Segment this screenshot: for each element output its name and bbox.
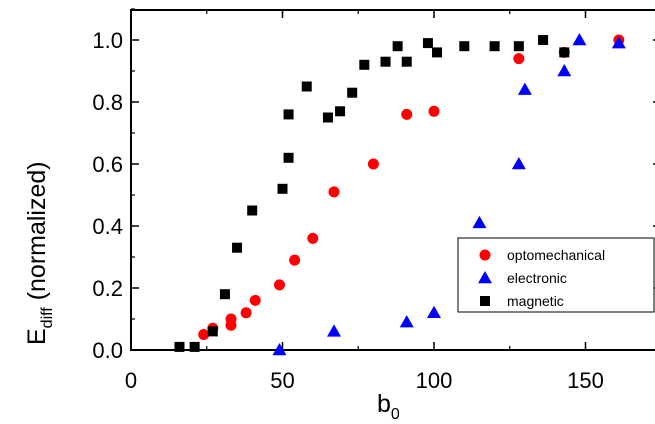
x-axis-title: b0: [377, 390, 400, 423]
plot-frame: [130, 9, 655, 351]
legend-marker-magnetic: [480, 296, 490, 306]
magnetic-point: [392, 41, 403, 52]
optomechanical-point: [513, 53, 525, 65]
optomechanical-point: [367, 158, 379, 170]
y-axis-title: Ediff (normalized): [23, 161, 56, 345]
optomechanical-point: [328, 186, 340, 198]
magnetic-point: [380, 56, 391, 67]
magnetic-point: [283, 152, 294, 163]
electronic-point: [427, 305, 441, 319]
electronic-point: [611, 36, 626, 49]
optomechanical-point: [273, 279, 285, 291]
magnetic-point: [359, 59, 370, 70]
optomechanical-point: [401, 108, 413, 120]
magnetic-point: [459, 41, 470, 52]
x-tick-label: 150: [567, 368, 604, 393]
y-axis-title-rest: (normalized): [23, 161, 51, 307]
optomechanical-point: [225, 313, 237, 325]
magnetic-point: [232, 242, 243, 253]
y-tick-label: 0.4: [92, 214, 123, 239]
optomechanical-point: [428, 105, 440, 117]
y-axis-title-sub: diff: [39, 307, 56, 329]
electronic-point: [517, 82, 532, 95]
legend-marker-electronic: [478, 271, 492, 284]
y-tick-label: 0.8: [92, 90, 123, 115]
legend-box: [457, 237, 655, 313]
x-axis-title-main: b: [377, 390, 391, 418]
magnetic-point: [513, 41, 524, 52]
optomechanical-point: [240, 307, 252, 319]
electronic-point: [557, 64, 572, 77]
optomechanical-point: [198, 329, 210, 340]
electronic-point: [572, 33, 587, 46]
magnetic-point: [174, 341, 185, 352]
magnetic-point: [559, 47, 570, 58]
magnetic-point: [219, 289, 230, 300]
x-tick-label: 0: [125, 368, 137, 393]
magnetic-point: [335, 106, 346, 117]
y-tick-label: 0.2: [92, 276, 123, 301]
magnetic-point: [283, 109, 294, 120]
x-axis-title-sub: 0: [391, 406, 400, 423]
x-tick-label: 50: [270, 368, 294, 393]
magnetic-point: [322, 112, 333, 123]
y-tick-label: 0.6: [92, 152, 123, 177]
magnetic-point: [422, 38, 433, 49]
electronic-point: [272, 343, 287, 356]
y-tick-label: 0.0: [92, 338, 123, 363]
optomechanical-point: [289, 254, 301, 266]
magnetic-point: [247, 205, 258, 216]
optomechanical-point: [249, 294, 261, 306]
legend-label-electronic: electronic: [507, 270, 567, 286]
electronic-point: [472, 215, 487, 229]
legend: optomechanical electronic magnetic: [457, 237, 655, 313]
optomechanical-point: [307, 232, 319, 244]
axis-tick-labels: 0 50 100 150 0.0 0.2 0.4 0.6 0.8 1.0: [92, 28, 603, 393]
magnetic-point: [401, 56, 412, 67]
magnetic-point: [538, 35, 549, 45]
magnetic-point: [347, 87, 358, 98]
y-tick-label: 1.0: [92, 28, 123, 53]
magnetic-point: [432, 47, 443, 58]
legend-markers: [478, 249, 492, 306]
magnetic-point: [301, 81, 312, 92]
legend-label-optomechanical: optomechanical: [507, 247, 605, 263]
magnetic-point: [489, 41, 500, 52]
y-axis-title-main: E: [23, 328, 51, 345]
magnetic-point: [207, 326, 218, 337]
legend-marker-optomechanical: [479, 249, 491, 261]
data-points: [174, 33, 626, 356]
magnetic-point: [277, 183, 288, 194]
magnetic-point: [189, 341, 200, 352]
electronic-point: [511, 157, 526, 170]
electronic-point: [327, 324, 342, 337]
legend-label-magnetic: magnetic: [507, 293, 564, 309]
electronic-point: [399, 315, 414, 328]
x-tick-label: 100: [416, 368, 453, 393]
